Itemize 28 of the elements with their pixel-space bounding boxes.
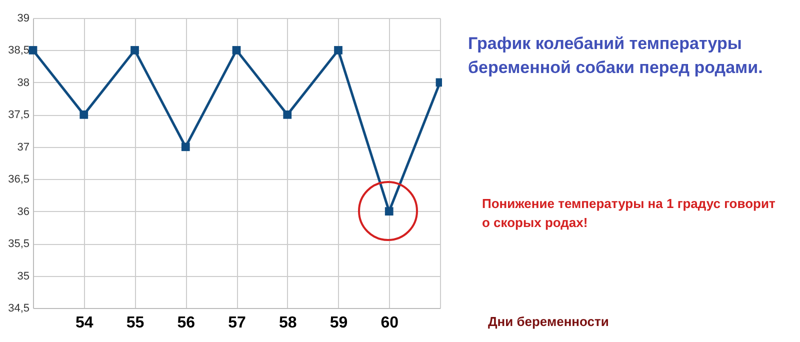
y-tick-label: 39 xyxy=(17,12,30,24)
y-tick-label: 35 xyxy=(17,270,30,282)
point xyxy=(181,142,190,152)
y-tick-label: 34,5 xyxy=(8,302,30,314)
x-tick-label: 55 xyxy=(126,314,144,332)
x-tick-label: 58 xyxy=(278,314,297,332)
point xyxy=(28,46,38,54)
y-tick-label: 37 xyxy=(17,141,30,154)
point xyxy=(384,207,394,216)
y-tick-label: 36 xyxy=(17,206,30,218)
x-tick-label: 56 xyxy=(177,314,196,332)
point xyxy=(283,110,292,119)
x-tick-label: 59 xyxy=(330,314,348,332)
y-tick-label: 38 xyxy=(17,76,30,89)
x-tick-label: 57 xyxy=(228,314,246,332)
x-tick-label: 60 xyxy=(380,314,399,332)
y-tick-label: 36,5 xyxy=(8,174,30,186)
y-tick-label: 35,5 xyxy=(8,238,30,250)
point xyxy=(130,46,139,54)
x-tick-label: 54 xyxy=(75,314,94,332)
x-axis-title: Дни беременности xyxy=(488,314,609,329)
y-tick-label: 37,5 xyxy=(8,109,30,122)
text: График колебаний температуры беременной собаки перед родами. xyxy=(468,33,764,79)
text: Понижение температуры на 1 градус говорит о скорых родах! xyxy=(482,195,776,232)
point xyxy=(334,46,342,54)
y-tick-label: 38,5 xyxy=(8,44,30,57)
point xyxy=(232,46,241,54)
point xyxy=(80,110,88,119)
